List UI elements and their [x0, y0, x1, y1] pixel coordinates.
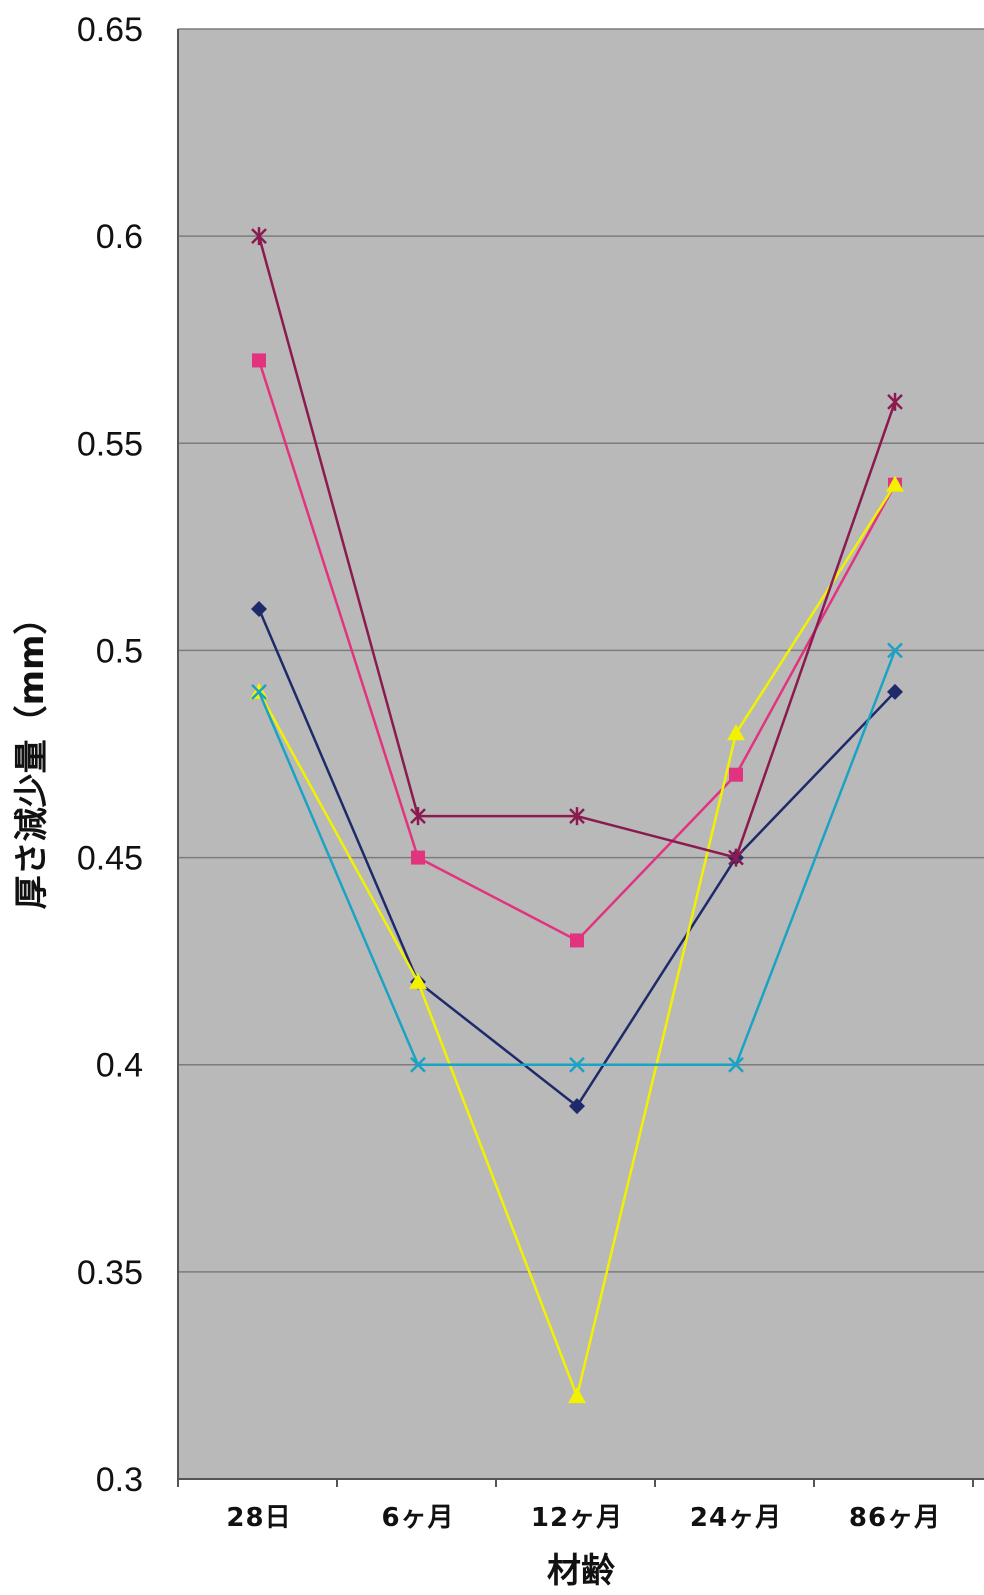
data-point	[409, 972, 427, 989]
x-tick-label: 28日	[226, 1503, 291, 1533]
data-point	[410, 1056, 426, 1073]
y-tick-labels: 0.65 0.6 0.55 0.5 0.45 0.4 0.35 0.3	[77, 11, 143, 1499]
x-tick-label: 86ヶ月	[849, 1503, 941, 1533]
data-point	[569, 1056, 585, 1073]
y-tick-label: 0.5	[96, 632, 143, 670]
data-point	[728, 848, 744, 867]
y-tick-label: 0.3	[96, 1461, 143, 1499]
data-point	[887, 642, 903, 659]
data-point	[410, 807, 426, 826]
data-point	[568, 1387, 586, 1404]
y-tick-label: 0.45	[77, 840, 143, 878]
y-tick-label: 0.35	[77, 1254, 143, 1292]
data-point	[251, 601, 267, 617]
data-point	[887, 392, 903, 411]
y-tick-label: 0.65	[77, 11, 143, 49]
y-tick-label: 0.4	[96, 1047, 143, 1085]
data-point	[728, 1056, 744, 1073]
x-tick-label: 6ヶ月	[381, 1503, 454, 1533]
series-5	[251, 227, 903, 867]
data-point	[887, 683, 903, 700]
y-tick-label: 0.55	[77, 425, 143, 463]
data-point	[729, 767, 743, 782]
data-point	[252, 353, 266, 368]
data-point	[886, 475, 904, 492]
data-point	[251, 683, 267, 700]
data-point	[727, 724, 745, 741]
data-point	[569, 807, 585, 826]
plot-area	[178, 29, 984, 1479]
x-tick-labels: 28日 6ヶ月 12ヶ月 24ヶ月 86ヶ月	[226, 1503, 941, 1533]
x-axis-title: 材齢	[547, 1551, 615, 1591]
series-group	[250, 227, 904, 1404]
data-point	[411, 850, 425, 865]
y-axis-title: 厚さ減少量（mm）	[12, 601, 52, 910]
data-point	[251, 227, 267, 246]
axes	[177, 29, 984, 1487]
data-point	[570, 933, 584, 948]
x-tick-label: 12ヶ月	[531, 1503, 623, 1533]
y-tick-label: 0.6	[96, 218, 143, 256]
data-point	[569, 1098, 585, 1115]
x-tick-label: 24ヶ月	[690, 1503, 782, 1533]
series-4	[251, 642, 903, 1073]
